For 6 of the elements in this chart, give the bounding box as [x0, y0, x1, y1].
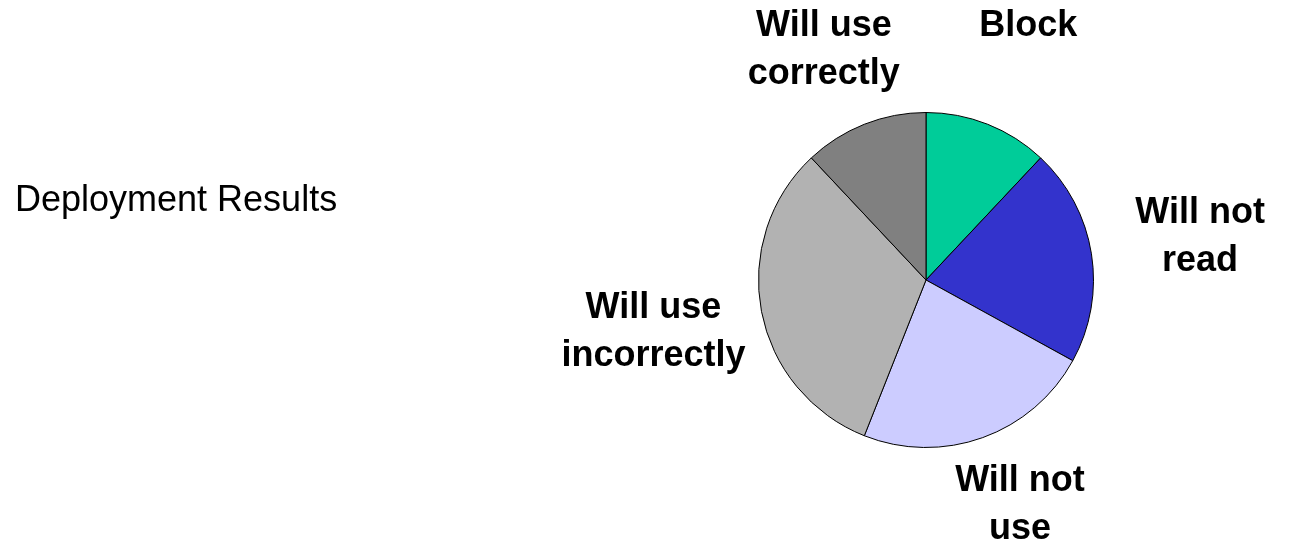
text: Deployment Results [15, 178, 338, 220]
slice-label: Block [979, 2, 1079, 44]
slice-label: Will use correctly [747, 2, 900, 92]
slice-label: Will use incorrectly [561, 284, 746, 374]
slice-label: Will not read [1135, 189, 1265, 279]
slice-label: Will not use [955, 457, 1085, 547]
